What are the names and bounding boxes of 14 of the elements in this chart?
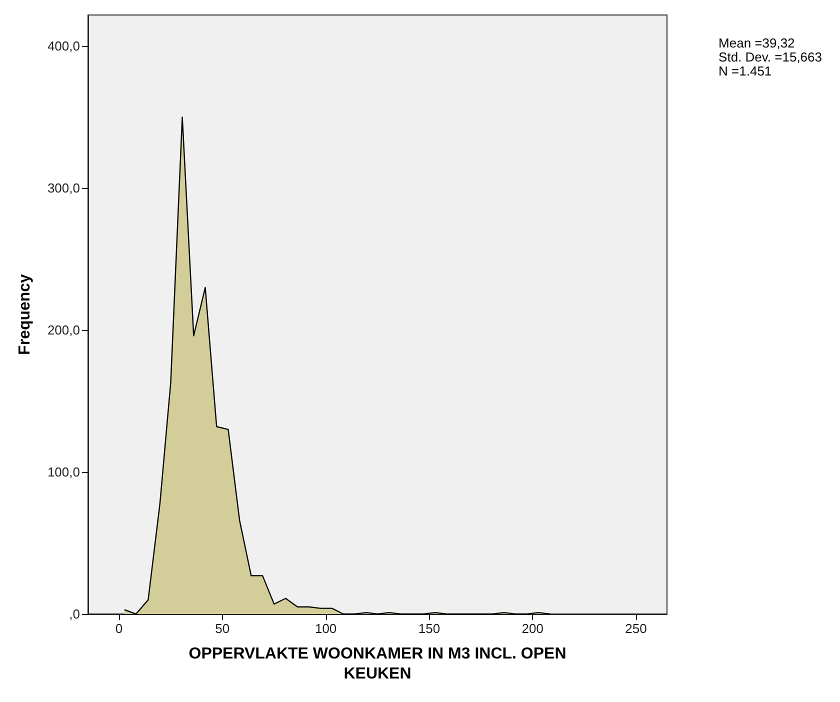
- x-tick-label: 50: [215, 621, 230, 636]
- y-tick-label: 200,0: [47, 322, 80, 338]
- x-tick-label: 100: [314, 621, 337, 636]
- y-tick-label: 300,0: [47, 180, 80, 196]
- y-axis-title: Frequency: [16, 274, 34, 355]
- x-tick-label: 0: [115, 621, 123, 636]
- y-tick-label: 400,0: [47, 38, 80, 54]
- text: Mean =39,32 Std. Dev. =15,663 N =1.451: [718, 36, 822, 78]
- x-tick-label: 150: [418, 621, 440, 636]
- x-axis-title: OPPERVLAKTE WOONKAMER IN M3 INCL. OPEN KEUKEN: [188, 646, 566, 682]
- x-tick-label: 250: [625, 621, 647, 636]
- y-tick-label: ,0: [69, 606, 80, 622]
- y-tick-label: 100,0: [47, 464, 80, 480]
- x-tick-label: 200: [522, 621, 544, 636]
